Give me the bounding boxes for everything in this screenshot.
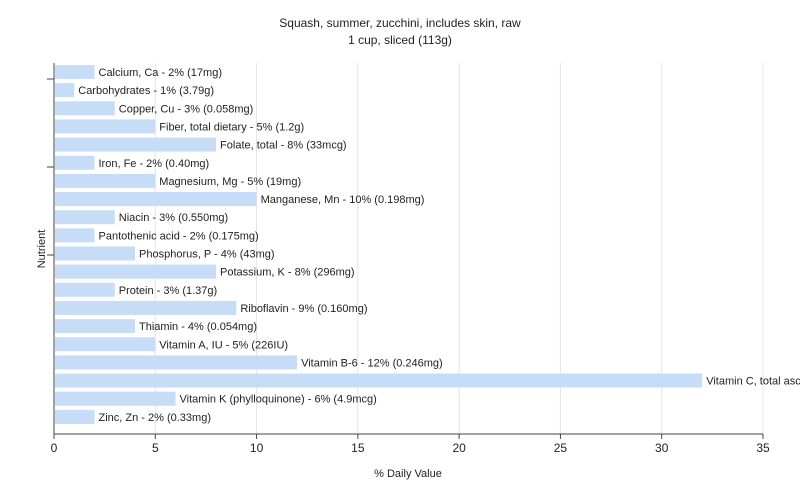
x-tick-label: 20 — [452, 441, 466, 455]
bar — [55, 409, 95, 424]
x-tick-label: 10 — [250, 441, 264, 455]
chart-title: Squash, summer, zucchini, includes skin,… — [279, 16, 521, 30]
bar — [55, 282, 115, 297]
bar-label: Riboflavin - 9% (0.160mg) — [240, 303, 367, 315]
bars: Calcium, Ca - 2% (17mg) Carbohydrates - 1… — [55, 65, 800, 424]
bar-label: Zinc, Zn - 2% (0.33mg) — [99, 412, 211, 424]
bar-label: Vitamin A, IU - 5% (226IU) — [159, 339, 288, 351]
y-axis-title: Nutrient — [36, 230, 48, 269]
bar-label: Vitamin K (phylloquinone) - 6% (4.9mcg) — [180, 394, 377, 406]
bar-label: Vitamin B-6 - 12% (0.246mg) — [301, 357, 443, 369]
x-tick-label: 25 — [554, 441, 568, 455]
bar — [55, 264, 217, 279]
bar-label: Carbohydrates - 1% (3.79g) — [78, 85, 214, 97]
bar — [55, 119, 156, 134]
bar-label: Phosphorus, P - 4% (43mg) — [139, 249, 275, 261]
grid-lines — [154, 63, 764, 434]
x-tick-label: 35 — [756, 441, 770, 455]
x-tick-label: 0 — [51, 441, 58, 455]
x-tick-label: 15 — [351, 441, 365, 455]
bar — [55, 246, 136, 261]
bar-label: Iron, Fe - 2% (0.40mg) — [99, 158, 210, 170]
bar — [55, 391, 176, 406]
bar-label: Vitamin C, total ascorbic acid - 32% (19… — [706, 376, 800, 388]
bar-label: Pantothenic acid - 2% (0.175mg) — [99, 230, 259, 242]
bar — [55, 373, 703, 388]
bar-label: Magnesium, Mg - 5% (19mg) — [159, 176, 301, 188]
bar — [55, 337, 156, 352]
bar — [55, 101, 115, 116]
bar — [55, 210, 115, 225]
axes: 0 5 10 15 20 25 30 35 — [47, 63, 770, 455]
bar-label: Calcium, Ca - 2% (17mg) — [99, 67, 222, 79]
bar — [55, 173, 156, 188]
bar — [55, 319, 136, 334]
bar — [55, 137, 217, 152]
bar-label: Copper, Cu - 3% (0.058mg) — [119, 103, 254, 115]
x-axis-title: % Daily Value — [374, 468, 442, 480]
bar-label: Fiber, total dietary - 5% (1.2g) — [159, 121, 304, 133]
bar — [55, 192, 257, 207]
x-tick-label: 30 — [655, 441, 669, 455]
chart-subtitle: 1 cup, sliced (113g) — [348, 33, 452, 47]
bar — [55, 355, 298, 370]
bar — [55, 300, 237, 315]
bar-label: Niacin - 3% (0.550mg) — [119, 212, 228, 224]
bar-label: Folate, total - 8% (33mcg) — [220, 140, 347, 152]
x-tick-label: 5 — [152, 441, 159, 455]
bar-label: Potassium, K - 8% (296mg) — [220, 267, 354, 279]
bar-label: Thiamin - 4% (0.054mg) — [139, 321, 257, 333]
bar-label: Protein - 3% (1.37g) — [119, 285, 217, 297]
bar-label: Manganese, Mn - 10% (0.198mg) — [261, 194, 425, 206]
bar — [55, 228, 95, 243]
bar — [55, 155, 95, 170]
bar — [55, 65, 95, 79]
bar — [55, 83, 75, 98]
